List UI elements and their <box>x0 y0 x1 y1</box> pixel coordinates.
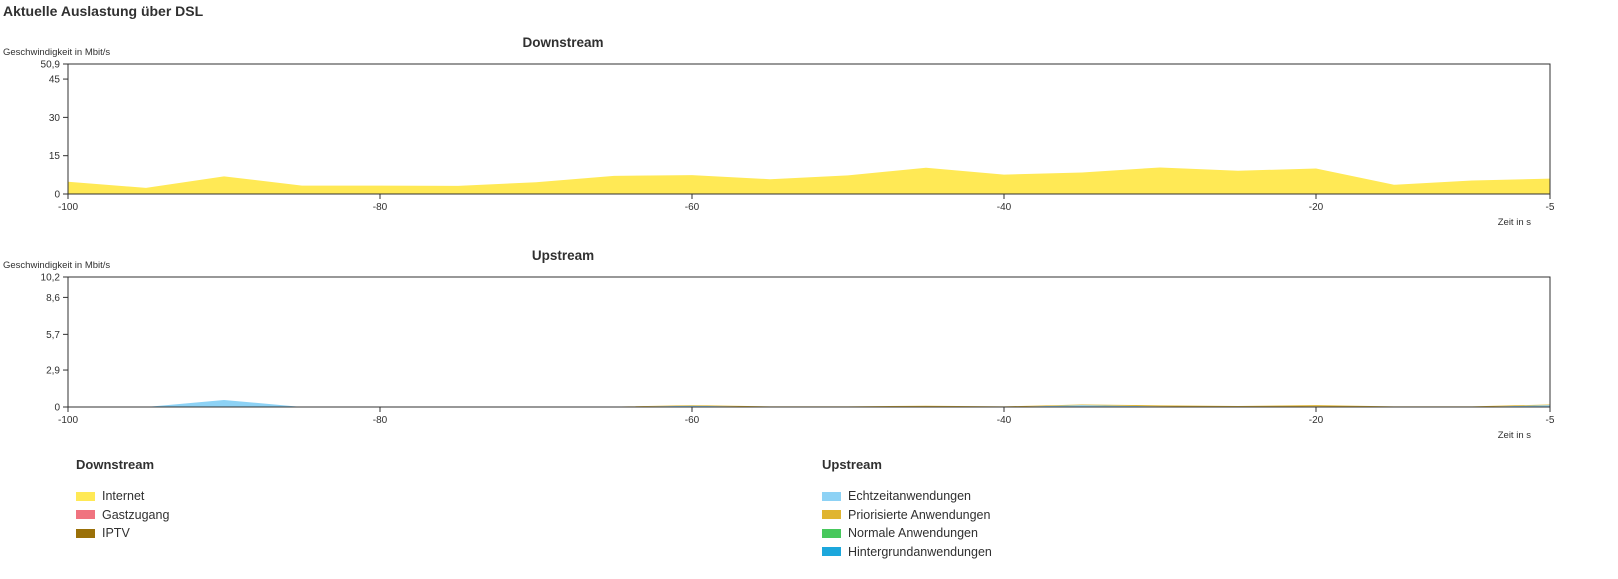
legend-swatch <box>822 510 841 520</box>
y-tick-label: 10,2 <box>41 273 61 284</box>
x-tick-label: -100 <box>58 202 78 213</box>
legend-item: Gastzugang <box>76 506 169 525</box>
legend-list: Internet Gastzugang IPTV <box>76 487 169 543</box>
chart-title: Downstream <box>522 35 603 50</box>
y-axis-label: Geschwindigkeit in Mbit/s <box>3 47 110 58</box>
legend-label: IPTV <box>102 526 130 541</box>
series-area-priorisierte anwendungen <box>68 399 1550 407</box>
x-tick-label: -100 <box>58 415 78 426</box>
legend-swatch <box>822 491 841 501</box>
legend-downstream: Downstream Internet Gastzugang IPTV <box>76 457 169 543</box>
y-tick-label: 0 <box>54 403 60 414</box>
y-tick-label: 50,9 <box>41 60 61 71</box>
y-tick-label: 45 <box>49 75 61 86</box>
downstream-chart: Downstream Geschwindigkeit in Mbit/s Zei… <box>3 35 1555 228</box>
x-tick-label: -80 <box>373 415 388 426</box>
legend-swatch <box>76 510 95 520</box>
page-title: Aktuelle Auslastung über DSL <box>3 3 204 19</box>
legend-item: Hintergrundanwendungen <box>822 543 992 562</box>
x-tick-label: -60 <box>685 202 700 213</box>
legend-item: Internet <box>76 487 169 506</box>
x-tick-label: -40 <box>997 415 1012 426</box>
legend-label: Normale Anwendungen <box>848 526 978 541</box>
legend-title: Upstream <box>822 457 882 472</box>
series-area-echtzeitanwendungen <box>68 399 1550 407</box>
upstream-chart: Upstream Geschwindigkeit in Mbit/s Zeit … <box>3 248 1555 441</box>
legend-label: Echtzeitanwendungen <box>848 489 972 504</box>
y-axis-label: Geschwindigkeit in Mbit/s <box>3 260 110 271</box>
legend-label: Priorisierte Anwendungen <box>848 507 991 522</box>
x-tick-label: -40 <box>997 202 1012 213</box>
legend-swatch <box>76 528 95 538</box>
chart-title: Upstream <box>532 248 594 263</box>
legend-label: Gastzugang <box>102 507 170 522</box>
legend-swatch <box>822 528 841 538</box>
legend-upstream: Upstream Echtzeitanwendungen Priorisierte… <box>822 457 992 561</box>
x-tick-label: -5 <box>1546 202 1555 213</box>
y-tick-label: 15 <box>49 151 61 162</box>
x-tick-label: -20 <box>1309 202 1324 213</box>
series-area-internet <box>68 167 1550 194</box>
x-axis-label: Zeit in s <box>1498 217 1532 228</box>
plot-frame <box>67 276 1551 408</box>
y-tick-label: 0 <box>54 190 60 201</box>
legend-swatch <box>76 491 95 501</box>
legend-item: IPTV <box>76 524 169 543</box>
legend-list: Echtzeitanwendungen Priorisierte Anwendun… <box>822 487 992 561</box>
plot-frame <box>67 63 1551 195</box>
y-tick-label: 5,7 <box>46 330 60 341</box>
x-tick-label: -5 <box>1546 415 1555 426</box>
x-axis-label: Zeit in s <box>1498 430 1532 441</box>
legend-label: Hintergrundanwendungen <box>848 544 992 559</box>
x-tick-label: -20 <box>1309 415 1324 426</box>
legend-item: Normale Anwendungen <box>822 524 992 543</box>
y-tick-label: 2,9 <box>46 366 60 377</box>
legend-swatch <box>822 547 841 557</box>
legend-item: Priorisierte Anwendungen <box>822 506 992 525</box>
y-tick-label: 8,6 <box>46 293 60 304</box>
x-tick-label: -60 <box>685 415 700 426</box>
legend-item: Echtzeitanwendungen <box>822 487 992 506</box>
y-tick-label: 30 <box>49 113 61 124</box>
legend-title: Downstream <box>76 457 155 472</box>
legend-label: Internet <box>102 489 145 504</box>
x-tick-label: -80 <box>373 202 388 213</box>
